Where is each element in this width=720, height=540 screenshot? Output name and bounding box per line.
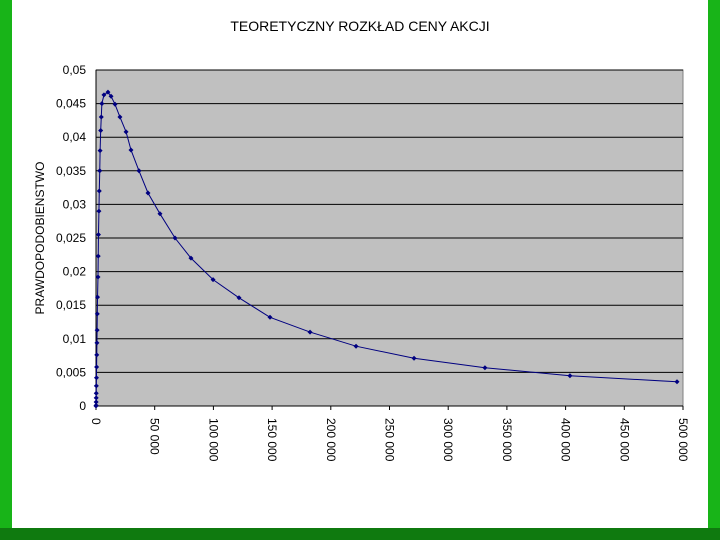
data-point: [98, 127, 104, 133]
x-tick-label: 350 000: [500, 418, 514, 462]
y-tick-label: 0,005: [56, 365, 86, 379]
data-point: [96, 208, 102, 214]
y-tick-label: 0,035: [56, 164, 86, 178]
data-point: [93, 395, 99, 401]
data-point: [105, 89, 111, 95]
x-tick-label: 300 000: [441, 418, 455, 462]
y-tick-label: 0,03: [63, 197, 87, 211]
slide-border: [0, 528, 720, 540]
data-point: [567, 373, 573, 379]
y-tick-label: 0,025: [56, 231, 86, 245]
data-point: [117, 114, 123, 120]
data-point: [94, 352, 100, 358]
data-point: [157, 211, 163, 217]
data-point: [93, 402, 99, 408]
x-tick-label: 500 000: [676, 418, 690, 462]
data-point: [128, 147, 134, 153]
data-point: [411, 355, 417, 361]
data-point: [99, 101, 105, 107]
data-point: [94, 311, 100, 317]
data-point: [95, 253, 101, 259]
data-point: [95, 274, 101, 280]
data-point: [98, 114, 104, 120]
data-point: [93, 375, 99, 381]
data-point: [188, 255, 194, 261]
y-axis-label: PRAWDOPODOBIENSTWO: [33, 162, 47, 315]
data-point: [307, 329, 313, 335]
x-tick-label: 200 000: [324, 418, 338, 462]
y-tick-label: 0,02: [63, 265, 87, 279]
x-tick-label: 100 000: [206, 418, 220, 462]
data-point: [674, 379, 680, 385]
y-tick-label: 0,05: [63, 63, 87, 77]
x-tick-label: 150 000: [265, 418, 279, 462]
x-tick-label: 450 000: [617, 418, 631, 462]
data-point: [172, 235, 178, 241]
data-point: [94, 364, 100, 370]
data-point: [236, 295, 242, 301]
data-point: [123, 129, 129, 135]
y-tick-label: 0,04: [63, 130, 87, 144]
data-point: [145, 190, 151, 196]
data-point: [101, 92, 107, 98]
data-point: [136, 168, 142, 174]
data-point: [96, 188, 102, 194]
data-point: [93, 383, 99, 389]
data-point: [97, 168, 103, 174]
x-tick-label: 50 000: [148, 418, 162, 455]
data-point: [94, 327, 100, 333]
data-point: [108, 93, 114, 99]
data-point: [93, 390, 99, 396]
y-tick-label: 0,01: [63, 332, 87, 346]
data-point: [112, 101, 118, 107]
y-tick-label: 0,045: [56, 97, 86, 111]
data-point: [482, 365, 488, 371]
x-tick-label: 0: [89, 418, 103, 425]
data-point: [210, 277, 216, 283]
data-point: [94, 340, 100, 346]
x-tick-label: 400 000: [559, 418, 573, 462]
chart-title: TEORETYCZNY ROZKŁAD CENY AKCJI: [230, 18, 489, 34]
data-point: [93, 399, 99, 405]
data-point: [95, 294, 101, 300]
y-tick-label: 0: [79, 399, 86, 413]
data-point: [95, 232, 101, 238]
data-point: [353, 343, 359, 349]
y-tick-label: 0,015: [56, 298, 86, 312]
data-point: [97, 148, 103, 154]
x-tick-label: 250 000: [383, 418, 397, 462]
data-point: [267, 314, 273, 320]
